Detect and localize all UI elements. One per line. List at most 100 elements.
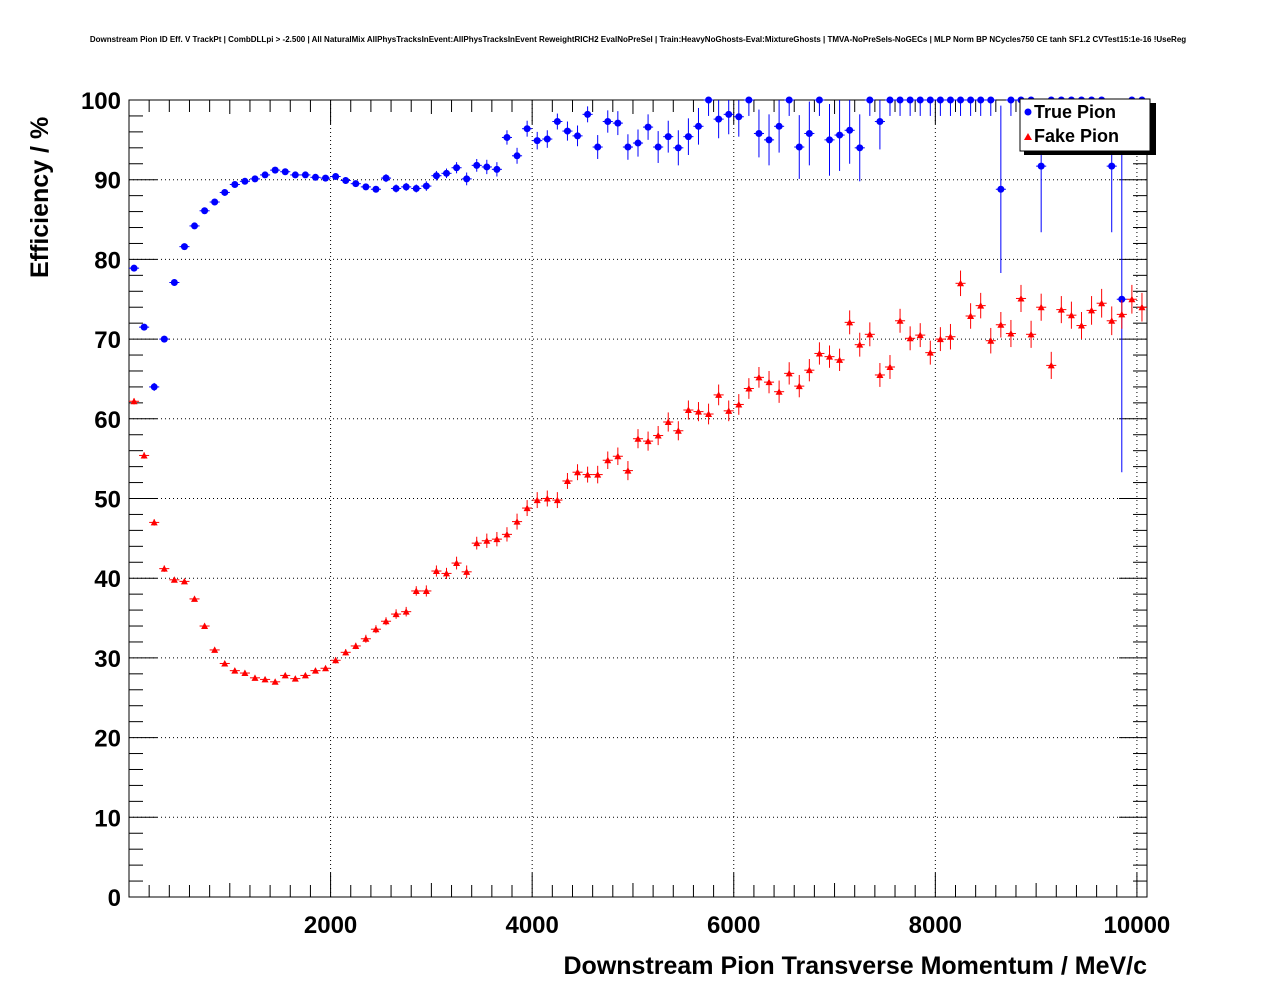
data-point bbox=[180, 243, 188, 251]
y-tick-label: 100 bbox=[81, 88, 121, 115]
data-point bbox=[412, 587, 420, 594]
data-point bbox=[191, 222, 199, 230]
data-point bbox=[1047, 361, 1055, 369]
y-tick-label: 70 bbox=[94, 327, 121, 354]
data-point bbox=[765, 378, 773, 386]
data-point bbox=[261, 171, 269, 179]
data-point bbox=[594, 143, 602, 151]
data-point bbox=[1017, 294, 1025, 302]
data-point bbox=[574, 132, 582, 140]
data-point bbox=[533, 496, 541, 504]
data-point bbox=[180, 577, 188, 585]
data-point bbox=[362, 635, 370, 642]
data-point bbox=[694, 408, 702, 415]
data-point bbox=[563, 127, 571, 135]
y-tick-label: 20 bbox=[94, 726, 121, 753]
data-point bbox=[755, 373, 763, 381]
data-point bbox=[432, 172, 440, 180]
data-point bbox=[967, 96, 975, 104]
legend-label-fake-pion: Fake Pion bbox=[1034, 126, 1119, 146]
data-point bbox=[684, 133, 692, 141]
data-point bbox=[574, 468, 582, 476]
data-point bbox=[352, 642, 360, 649]
data-point bbox=[1128, 295, 1136, 303]
data-point bbox=[291, 675, 299, 682]
data-point bbox=[473, 161, 481, 169]
data-point bbox=[715, 391, 723, 398]
data-point bbox=[815, 96, 823, 104]
data-point bbox=[493, 535, 501, 543]
data-point bbox=[130, 264, 138, 272]
data-point bbox=[674, 144, 682, 152]
data-point bbox=[382, 174, 390, 182]
data-point bbox=[332, 656, 340, 664]
legend-label-true-pion: True Pion bbox=[1034, 102, 1116, 122]
data-point bbox=[674, 427, 682, 434]
data-point bbox=[150, 518, 158, 526]
data-point bbox=[342, 176, 350, 184]
data-point bbox=[1088, 306, 1096, 314]
data-point bbox=[221, 659, 229, 667]
data-point bbox=[936, 335, 944, 343]
data-point bbox=[826, 353, 834, 360]
data-point bbox=[664, 418, 672, 425]
data-point bbox=[916, 96, 924, 104]
data-point bbox=[826, 136, 834, 144]
data-point bbox=[725, 110, 733, 118]
data-point bbox=[906, 334, 914, 342]
data-point bbox=[332, 173, 340, 181]
data-point bbox=[886, 96, 894, 104]
data-point bbox=[614, 119, 622, 127]
data-point bbox=[271, 166, 279, 174]
data-point bbox=[523, 504, 531, 512]
data-point bbox=[705, 410, 713, 418]
data-point bbox=[453, 559, 461, 567]
data-point bbox=[442, 169, 450, 177]
data-point bbox=[795, 382, 803, 390]
data-point bbox=[896, 317, 904, 324]
data-point bbox=[412, 184, 420, 192]
data-point bbox=[170, 279, 178, 287]
data-point bbox=[211, 198, 219, 206]
data-point bbox=[624, 143, 632, 151]
data-point bbox=[735, 400, 743, 408]
data-point bbox=[896, 96, 904, 104]
data-point bbox=[311, 667, 319, 674]
data-point bbox=[463, 175, 471, 183]
data-point bbox=[140, 451, 148, 459]
data-point bbox=[775, 122, 783, 130]
data-point bbox=[785, 369, 793, 377]
data-point bbox=[805, 129, 813, 137]
data-point bbox=[977, 302, 985, 309]
legend: True Pion Fake Pion bbox=[1019, 98, 1156, 155]
legend-marker-true-pion bbox=[1024, 108, 1032, 116]
data-point bbox=[432, 567, 440, 575]
data-point bbox=[614, 452, 622, 460]
data-point bbox=[926, 96, 934, 104]
data-point bbox=[1037, 162, 1045, 170]
data-point bbox=[553, 496, 561, 504]
data-point bbox=[977, 96, 985, 104]
data-point bbox=[946, 333, 954, 340]
data-point bbox=[624, 467, 632, 474]
data-point bbox=[997, 321, 1005, 328]
data-point bbox=[322, 664, 330, 672]
data-point bbox=[473, 539, 481, 547]
data-point bbox=[815, 349, 823, 357]
data-point bbox=[866, 96, 874, 104]
data-point bbox=[241, 177, 249, 185]
data-point bbox=[987, 96, 995, 104]
data-point bbox=[342, 648, 350, 656]
data-point bbox=[422, 182, 430, 190]
data-point bbox=[533, 137, 541, 145]
data-point bbox=[936, 96, 944, 104]
data-point bbox=[352, 180, 360, 188]
data-point bbox=[463, 568, 471, 575]
data-point bbox=[513, 518, 521, 525]
legend-marker-fake-pion bbox=[1024, 133, 1032, 140]
data-point bbox=[886, 363, 894, 370]
data-point bbox=[957, 279, 965, 287]
data-point bbox=[846, 126, 854, 134]
data-point bbox=[765, 136, 773, 144]
